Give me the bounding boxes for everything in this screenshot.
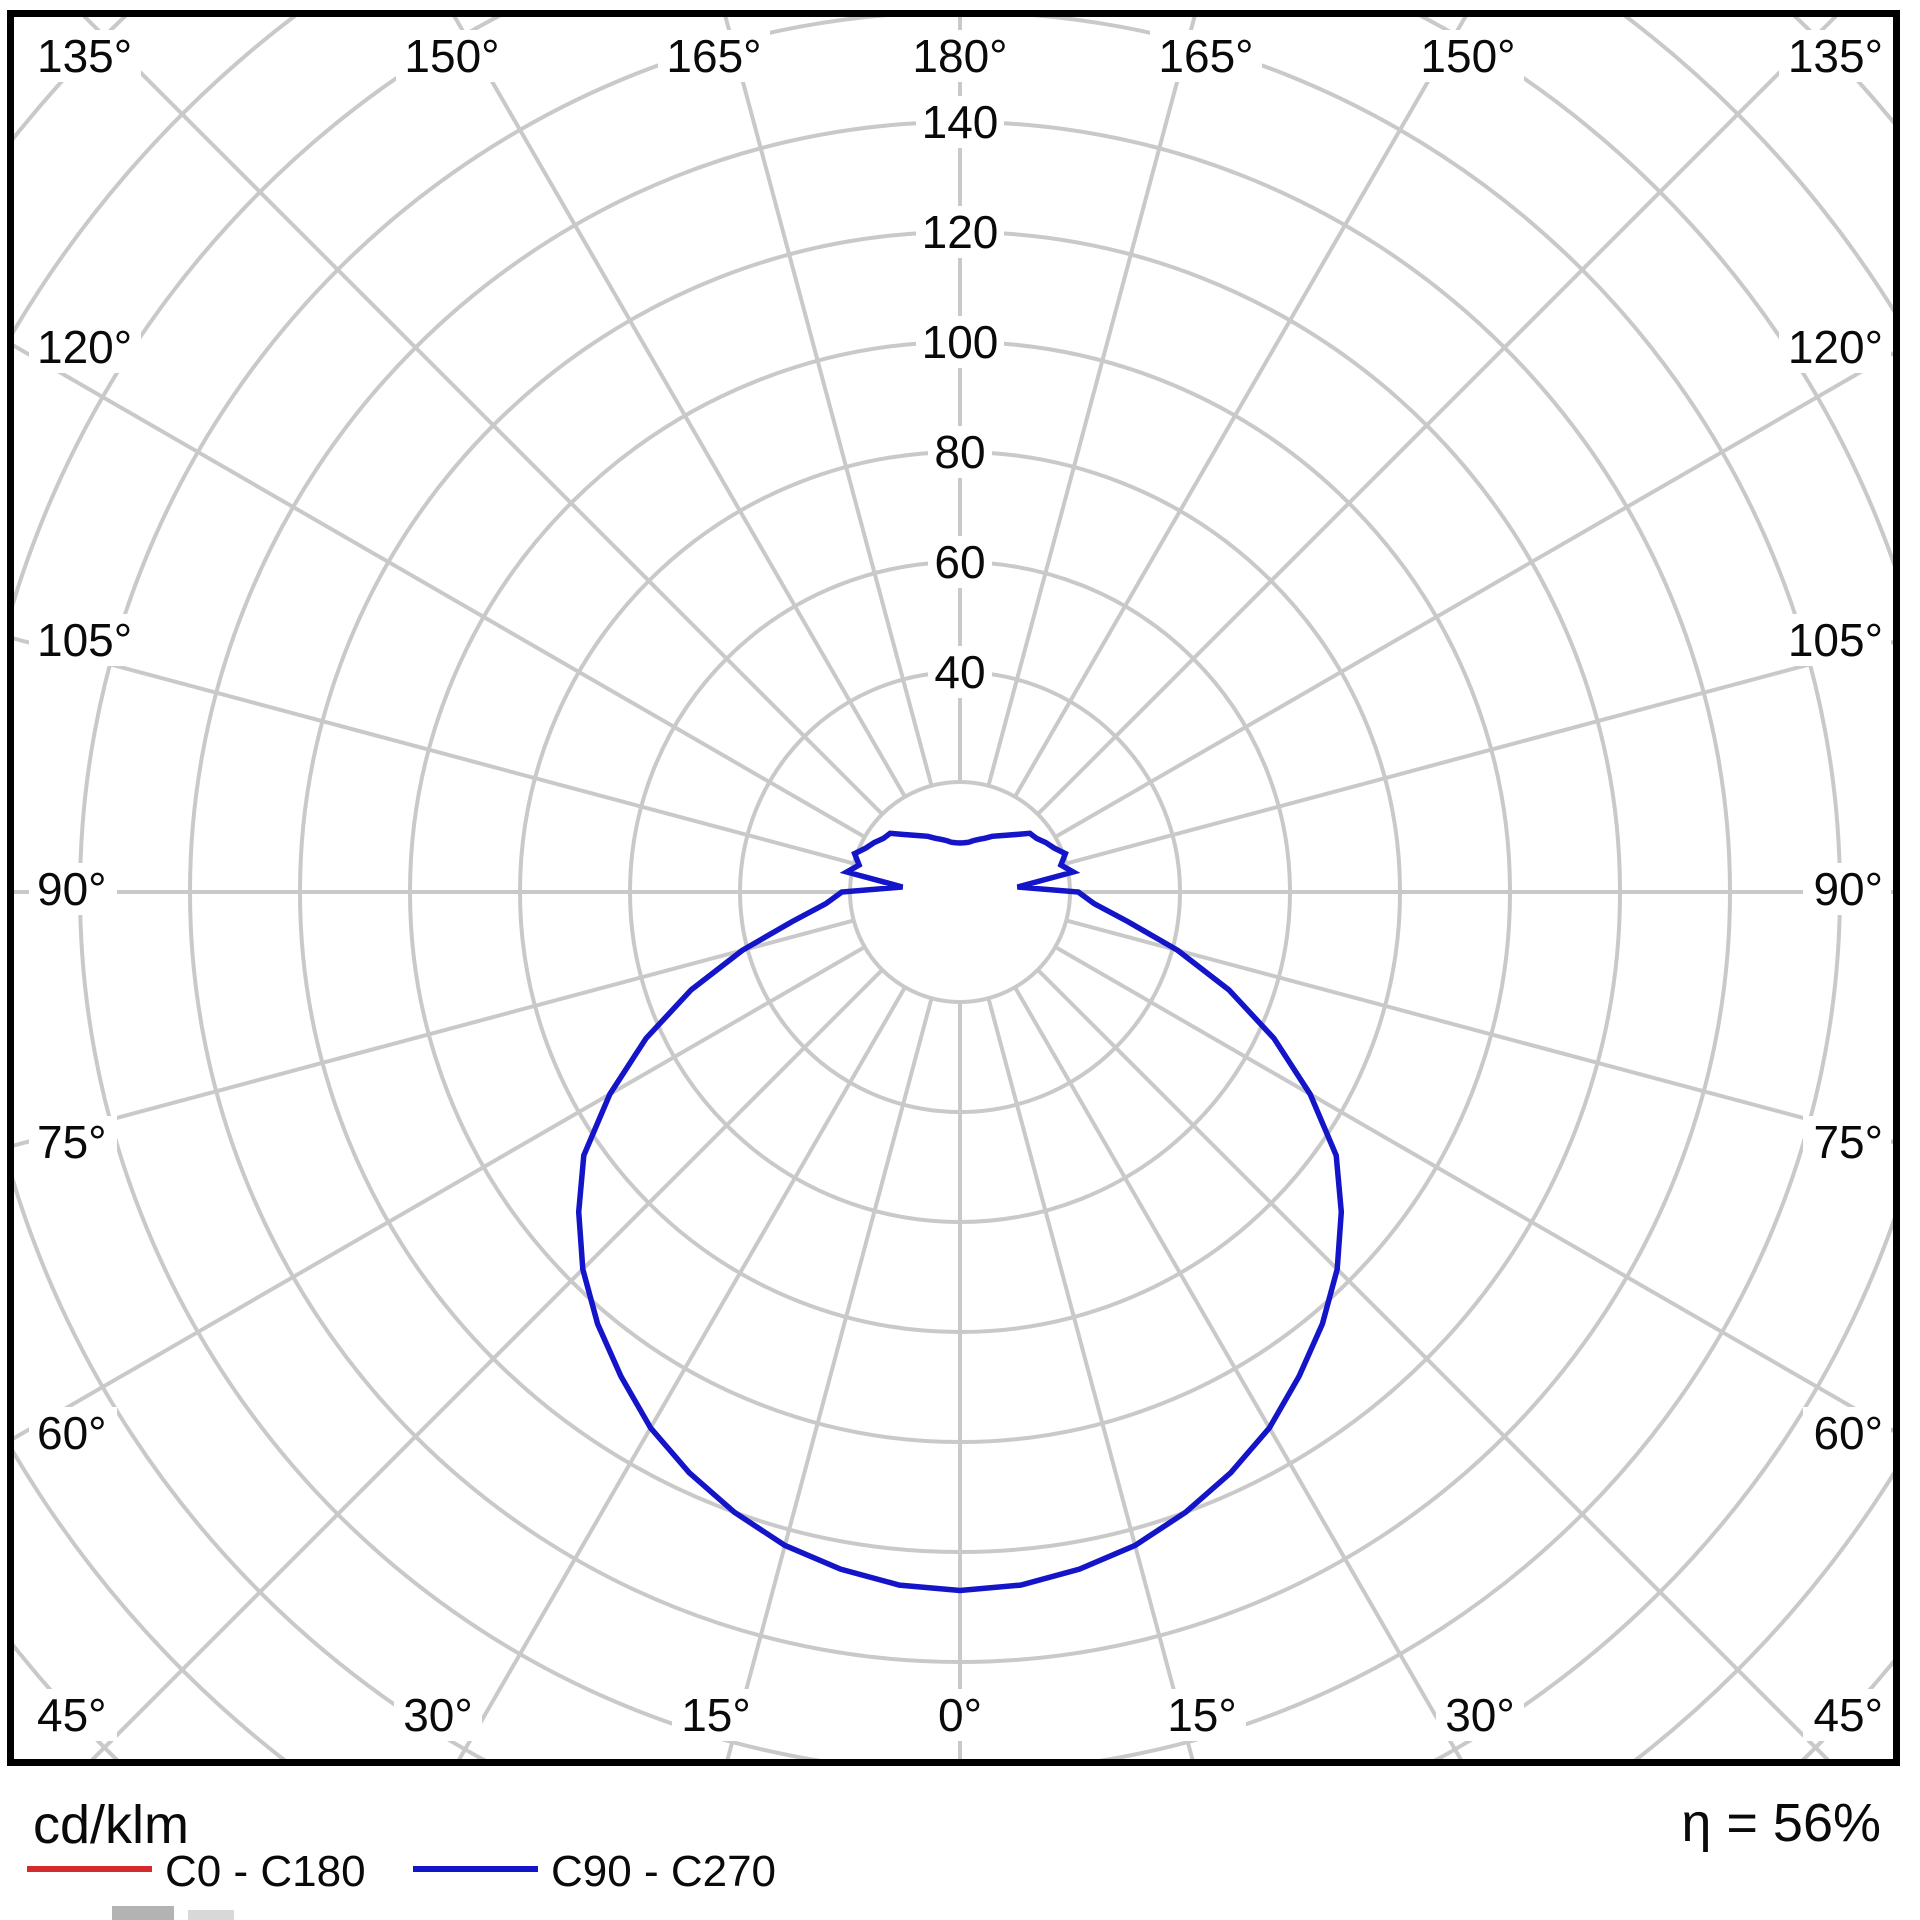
angle-tick-label: 150° [1420,30,1515,82]
tick-label-bg [916,96,1004,148]
angle-tick-label: 15° [681,1689,751,1741]
angle-tick-label: 60° [1813,1407,1883,1459]
tick-label-bg [1803,863,1891,915]
tick-label-bg [29,1407,117,1459]
angle-tick-label: 90° [1813,863,1883,915]
angle-tick-label: 105° [1788,614,1883,666]
angle-tick-label: 135° [1788,30,1883,82]
grid-ray [986,17,1197,787]
angle-tick-label: 15° [1167,1689,1237,1741]
tick-label-bg [928,536,992,588]
clipped-fragment [112,1906,174,1920]
angle-tick-label: 30° [403,1689,473,1741]
angle-tick-label: 75° [1813,1116,1883,1168]
tick-label-bg [29,30,141,82]
tick-label-bg [29,1116,117,1168]
angle-tick-label: 120° [37,321,132,373]
radial-tick-label: 80 [934,426,985,478]
grid-ray [14,945,866,1441]
tick-label-bg [29,1689,117,1741]
angle-tick-label: 120° [1788,321,1883,373]
tick-label-bg [1779,614,1891,666]
tick-label-bg [396,30,508,82]
grid-ray [725,997,934,1759]
tick-label-bg [916,316,1004,368]
curve-c90-c270 [575,830,1345,1594]
radial-tick-label: 120 [922,206,999,258]
tick-label-bg [29,614,141,666]
tick-label-bg [1412,30,1524,82]
tick-label-bg [1436,1689,1524,1741]
angle-tick-label: 30° [1445,1689,1515,1741]
angle-tick-label: 135° [37,30,132,82]
radial-tick-label: 140 [922,96,999,148]
efficiency-label: η = 56% [1681,1793,1881,1853]
angle-tick-label: 150° [404,30,499,82]
angle-tick-label: 60° [37,1407,107,1459]
tick-label-bg [394,1689,482,1741]
tick-label-bg [1158,1689,1246,1741]
tick-label-bg [1779,321,1891,373]
tick-label-bg [916,206,1004,258]
tick-label-bg [904,30,1016,82]
grid-ray [90,968,884,1759]
tick-label-bg [1779,30,1891,82]
tick-label-bg [928,426,992,478]
tick-label-bg [1150,30,1262,82]
tick-label-bg [672,1689,760,1741]
grid-ray [457,986,907,1759]
grid-ray [14,343,866,839]
angle-tick-label: 165° [1158,30,1253,82]
angle-tick-label: 45° [37,1689,107,1741]
tick-label-bg [29,863,117,915]
angle-tick-label: 90° [37,863,107,915]
grid-ray [1054,351,1893,839]
grid-ray [1036,968,1830,1759]
tick-label-layer: 40 60 80 100 120 140 135° 150° 165° 180° 165° 150° 1… [29,30,1891,1741]
angle-tick-label: 45° [1813,1689,1883,1741]
plot-frame [7,10,1900,1766]
angle-tick-label: 165° [666,30,761,82]
legend-label-c90-c270: C90 - C270 [551,1847,776,1896]
tick-label-bg [1803,1116,1891,1168]
tick-label-bg [29,321,141,373]
angle-tick-label: 75° [37,1116,107,1168]
tick-label-bg [928,646,992,698]
grid-ray [1065,918,1893,1145]
angle-tick-label: 0° [938,1689,982,1741]
unit-label: cd/klm [33,1795,189,1855]
tick-label-bg [1803,1689,1891,1741]
angle-tick-label: 180° [912,30,1007,82]
grid-ray [14,636,855,866]
radial-tick-label: 40 [934,646,985,698]
grid-ray [1065,639,1893,866]
tick-label-bg [1803,1407,1891,1459]
curve-layer [575,830,1345,1594]
clipped-fragment [188,1910,234,1920]
legend-label-c0-c180: C0 - C180 [165,1847,366,1896]
grid-ray [1013,986,1463,1759]
tick-label-bg [928,1689,992,1741]
grid-ray [14,918,855,1148]
radial-tick-label: 60 [934,536,985,588]
grid-ray [1054,945,1893,1433]
angle-tick-label: 105° [37,614,132,666]
radial-tick-label: 100 [922,316,999,368]
grid-ray [452,17,907,798]
grid-ray [723,17,934,787]
grid-ray [986,997,1195,1759]
legend: C0 - C180 C90 - C270 [27,1847,776,1896]
tick-label-bg [658,30,770,82]
grid-ray [1013,17,1468,798]
